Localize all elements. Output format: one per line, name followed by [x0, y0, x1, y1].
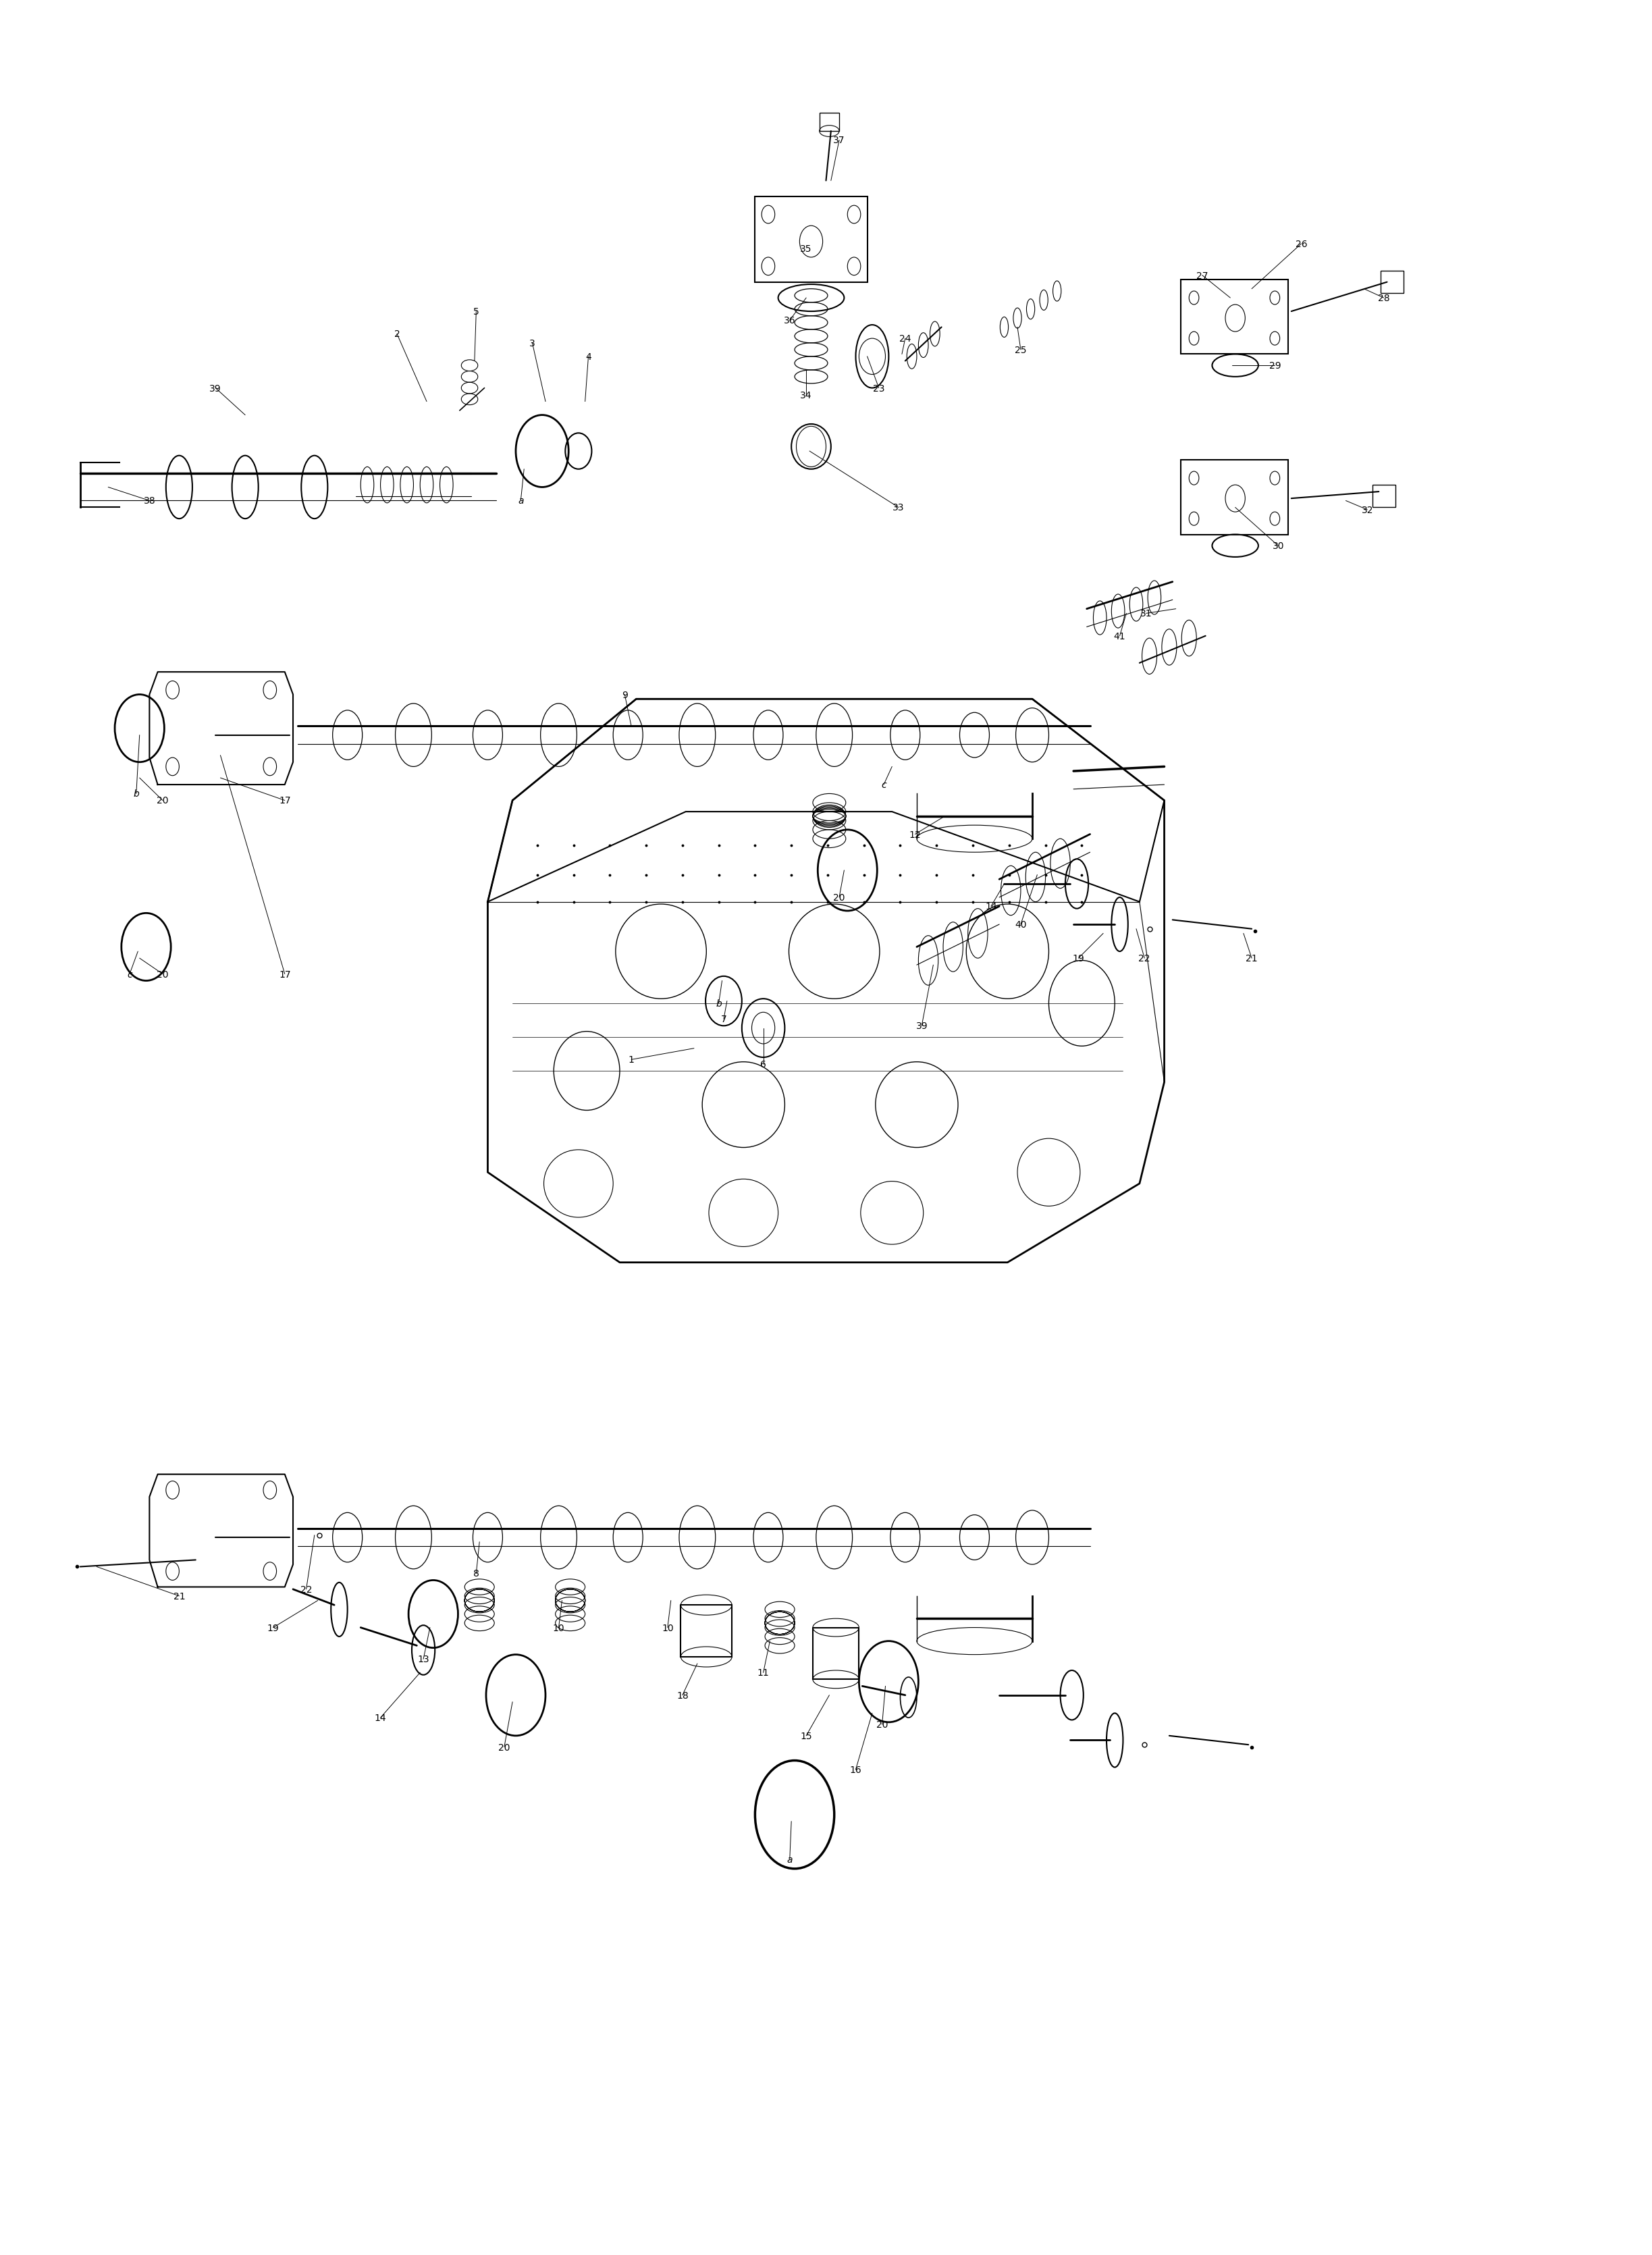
- Text: 21: 21: [1246, 954, 1257, 963]
- Text: 3: 3: [529, 338, 535, 347]
- Text: a: a: [786, 1856, 793, 1865]
- Text: c: c: [127, 970, 132, 979]
- Text: 2: 2: [395, 329, 400, 338]
- Text: 12: 12: [909, 830, 922, 839]
- Text: 39: 39: [915, 1022, 928, 1031]
- Text: 4: 4: [585, 352, 591, 361]
- Text: 28: 28: [1378, 293, 1389, 302]
- Text: 33: 33: [892, 503, 905, 512]
- Text: 26: 26: [1295, 239, 1307, 248]
- Text: 19: 19: [268, 1624, 279, 1633]
- Text: 23: 23: [872, 383, 885, 392]
- Text: 7: 7: [720, 1015, 727, 1024]
- Text: 1: 1: [628, 1055, 634, 1064]
- Text: 24: 24: [899, 334, 912, 343]
- Text: 11: 11: [757, 1669, 770, 1678]
- Text: b: b: [715, 999, 722, 1008]
- Bar: [1181, 460, 1289, 534]
- Text: 32: 32: [1361, 505, 1373, 514]
- Text: 31: 31: [1140, 609, 1151, 618]
- Text: 10: 10: [553, 1624, 565, 1633]
- Bar: [755, 196, 867, 282]
- Text: 20: 20: [876, 1721, 889, 1730]
- Text: 14: 14: [375, 1714, 387, 1723]
- Text: 5: 5: [472, 307, 479, 316]
- Text: 8: 8: [472, 1569, 479, 1578]
- Text: 14: 14: [985, 902, 996, 911]
- Text: 20: 20: [833, 893, 846, 902]
- Text: 9: 9: [621, 690, 628, 699]
- Text: 15: 15: [800, 1732, 813, 1741]
- Text: 20: 20: [499, 1743, 510, 1752]
- Text: 36: 36: [783, 316, 796, 325]
- Text: a: a: [517, 496, 524, 505]
- Text: 22: 22: [1138, 954, 1150, 963]
- Text: 20: 20: [157, 796, 169, 805]
- Text: 41: 41: [1113, 631, 1125, 640]
- Text: 21: 21: [173, 1592, 185, 1601]
- Text: 20: 20: [157, 970, 169, 979]
- Text: 25: 25: [1014, 345, 1026, 354]
- Bar: [1373, 485, 1396, 507]
- Text: 37: 37: [833, 135, 846, 144]
- Text: 29: 29: [1269, 361, 1280, 370]
- Text: 34: 34: [800, 390, 813, 399]
- Bar: [819, 113, 839, 131]
- Text: 18: 18: [676, 1691, 689, 1700]
- Text: b: b: [134, 789, 139, 798]
- Text: 39: 39: [210, 383, 221, 392]
- Text: 10: 10: [662, 1624, 674, 1633]
- Text: 6: 6: [760, 1060, 767, 1069]
- Text: 19: 19: [1072, 954, 1084, 963]
- Bar: [1381, 271, 1404, 293]
- Text: 35: 35: [800, 244, 813, 253]
- Text: 22: 22: [301, 1585, 312, 1594]
- Text: 16: 16: [849, 1766, 862, 1775]
- Text: 30: 30: [1272, 541, 1284, 550]
- Bar: [1181, 280, 1289, 354]
- Text: 17: 17: [279, 796, 291, 805]
- Text: 27: 27: [1196, 271, 1208, 280]
- Text: 17: 17: [279, 970, 291, 979]
- Text: c: c: [881, 780, 887, 789]
- Text: 38: 38: [144, 496, 155, 505]
- Text: 40: 40: [1014, 920, 1026, 929]
- Text: 13: 13: [418, 1655, 430, 1664]
